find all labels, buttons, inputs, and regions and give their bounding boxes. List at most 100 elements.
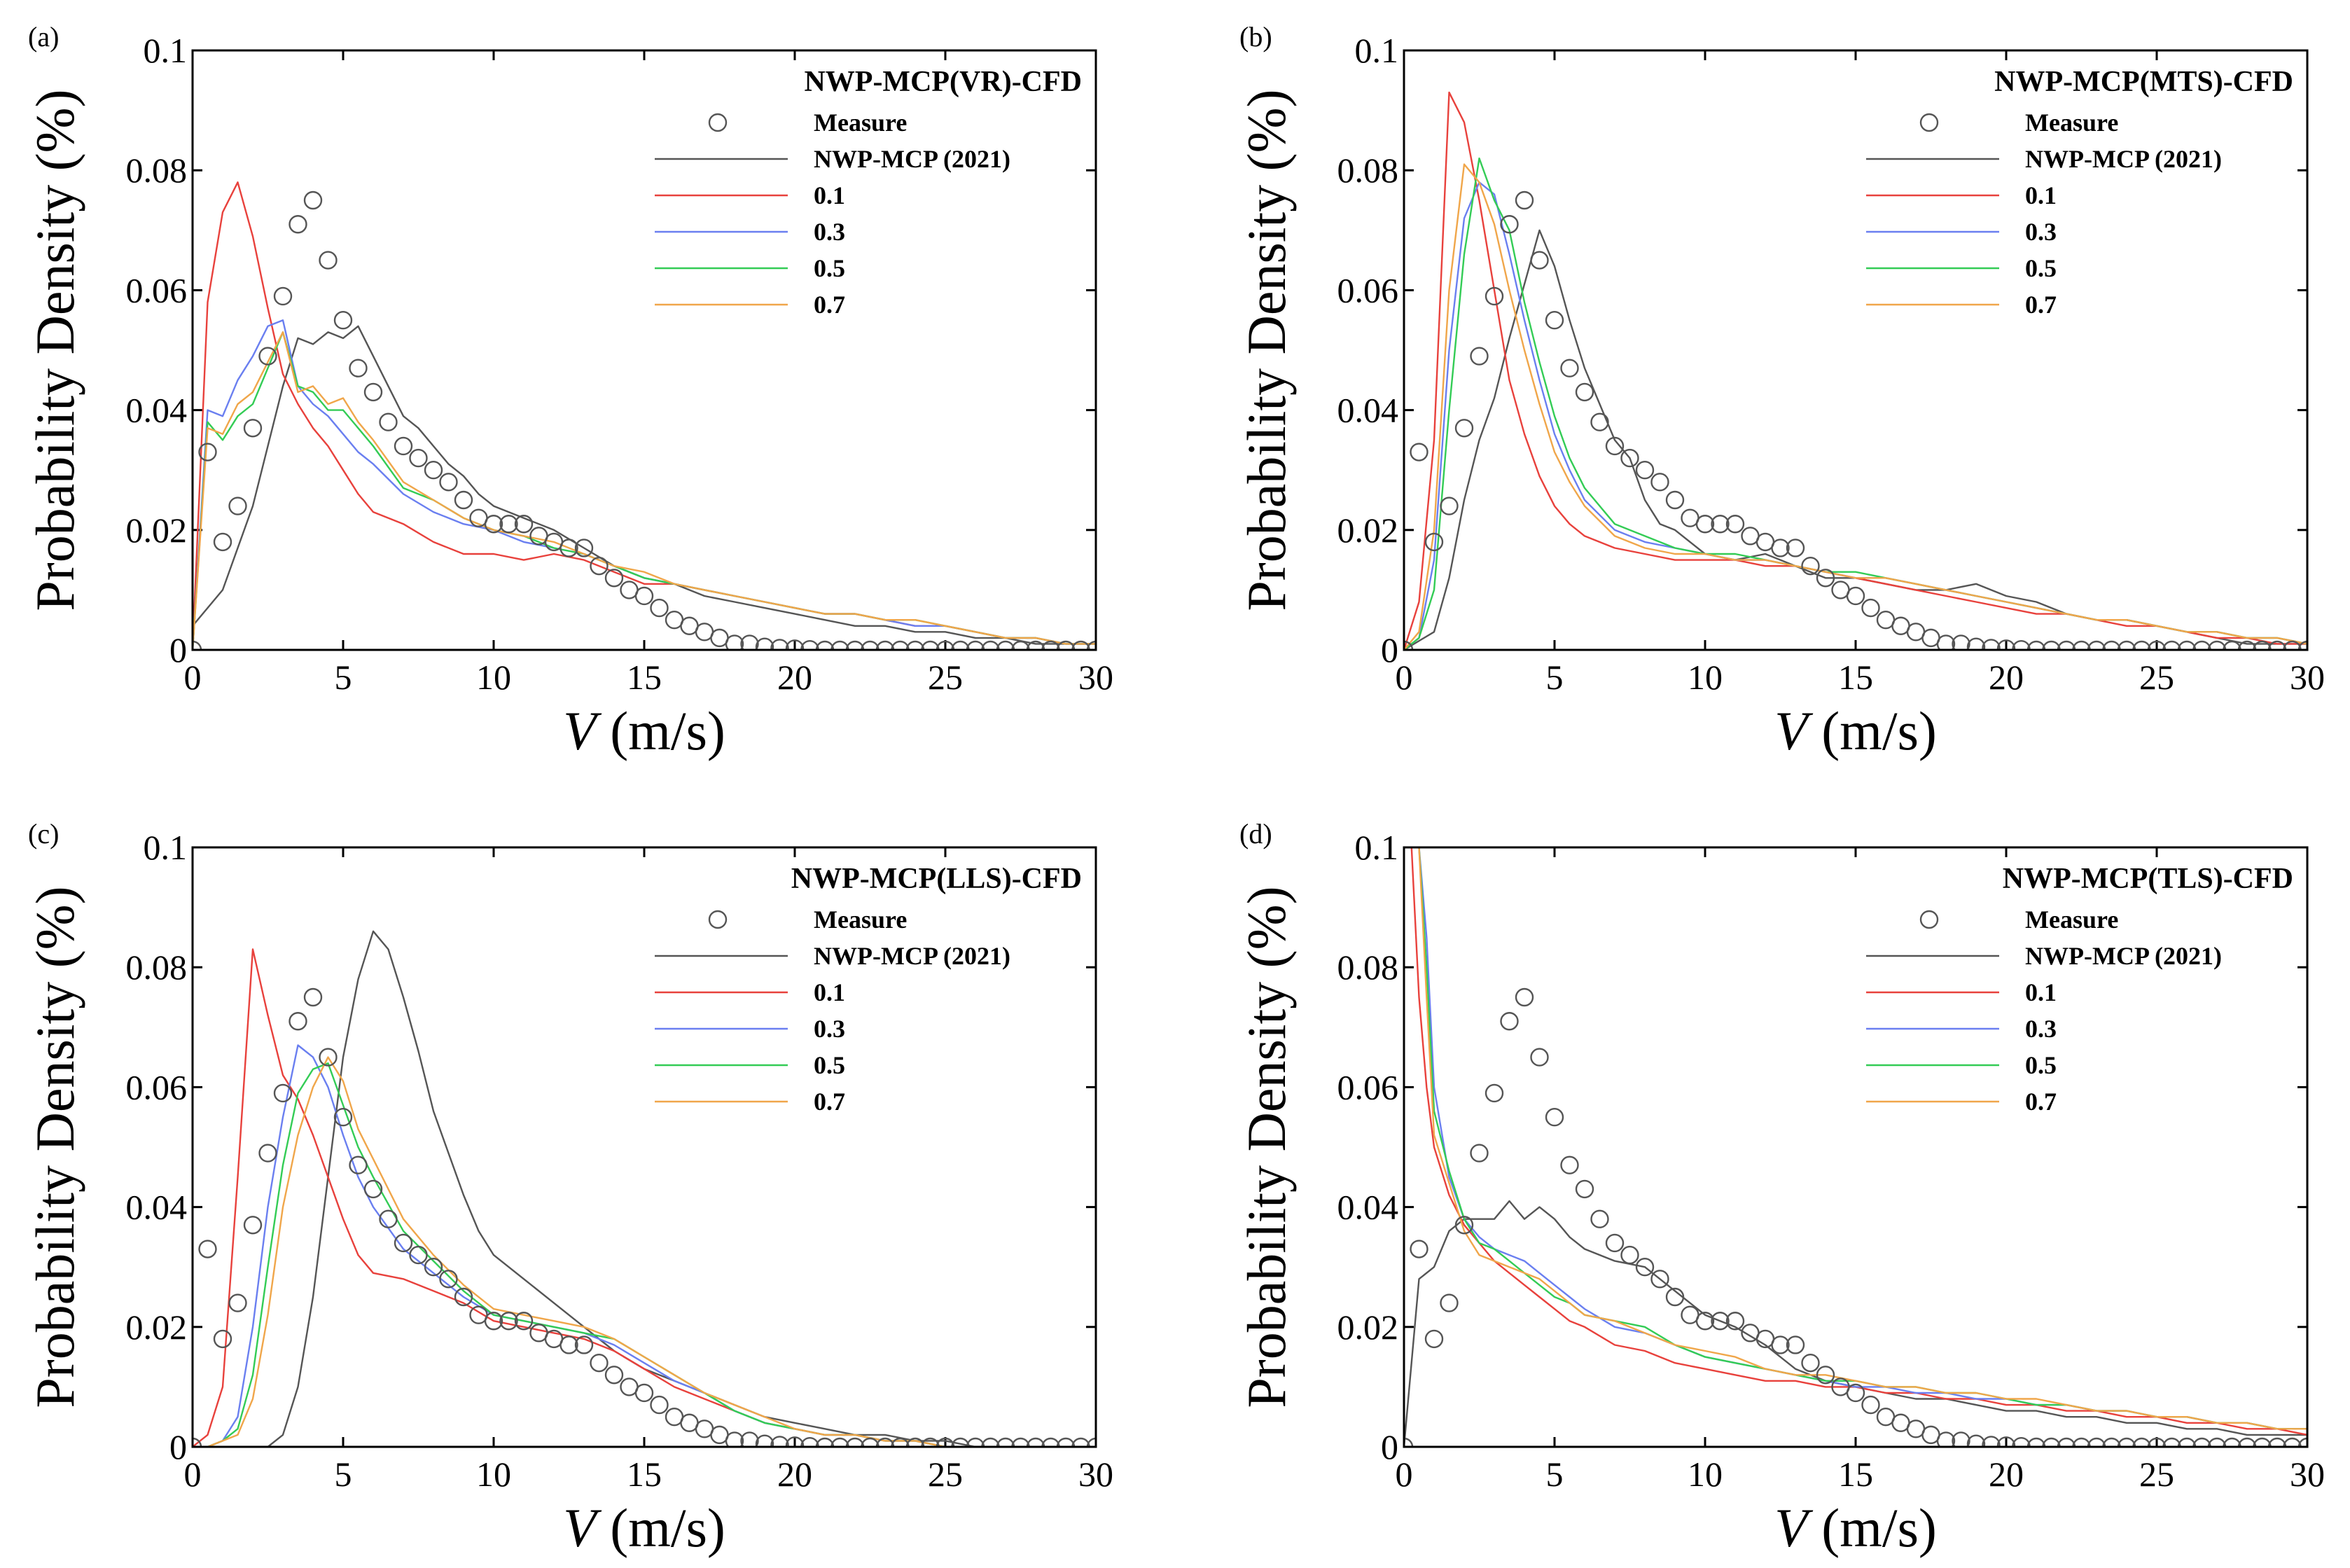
- legend-title: NWP-MCP(VR)-CFD: [804, 66, 1082, 98]
- measure-point: [1560, 1156, 1579, 1174]
- measure-point: [1545, 1107, 1564, 1127]
- measure-point: [1424, 532, 1444, 552]
- panel-label: (c): [28, 818, 59, 849]
- x-tick-label: 5: [1546, 658, 1564, 697]
- x-tick-label: 5: [335, 1455, 352, 1494]
- measure-point: [2283, 1437, 2302, 1447]
- series-line-nwp-mcp-2021-: [193, 325, 1096, 645]
- measure-point: [2026, 1437, 2046, 1447]
- plot-frame: [191, 846, 1097, 1448]
- measure-point: [770, 639, 789, 650]
- measure-point: [394, 1233, 413, 1253]
- series-line-0-5: [1418, 847, 2307, 1430]
- measure-point: [2042, 1437, 2061, 1447]
- measure-point: [1500, 215, 1519, 234]
- measure-point: [1816, 569, 1835, 588]
- legend-label: Measure: [814, 109, 907, 137]
- measure-point: [905, 1437, 925, 1447]
- y-tick-label: 0.02: [1337, 1307, 1399, 1347]
- y-axis-label: Probability Density (%): [25, 89, 85, 611]
- legend-label: 0.1: [814, 181, 845, 209]
- chart-panel: (a) 0 5 10 15 20 25 30 0 0.02 0.04 0.06 0.08 0.1 V (m/…: [25, 21, 1113, 761]
- y-tick-label: 0.02: [1337, 511, 1399, 550]
- measure-point: [1801, 1353, 1820, 1373]
- measure-point: [288, 1012, 307, 1031]
- measure-point: [2207, 640, 2227, 650]
- x-axis-unit: (m/s): [1808, 1497, 1937, 1558]
- measure-point: [770, 1436, 789, 1447]
- panel-label: (b): [1239, 21, 1272, 53]
- measure-point: [1470, 347, 1489, 366]
- measure-point: [966, 640, 985, 650]
- measure-point: [2117, 1437, 2136, 1447]
- measure-point: [1846, 586, 1865, 606]
- legend-label: 0.3: [2025, 218, 2057, 246]
- measure-point: [1485, 286, 1504, 306]
- measure-point: [2132, 1437, 2151, 1447]
- legend-label: 0.7: [2025, 1088, 2057, 1116]
- x-tick-label: 10: [476, 658, 511, 697]
- measure-point: [424, 1257, 443, 1277]
- measure-point: [454, 1287, 473, 1307]
- measure-point: [439, 473, 458, 492]
- measure-point: [1575, 382, 1594, 402]
- measure-point: [363, 1179, 383, 1199]
- y-tick-label: 0: [1381, 1427, 1398, 1466]
- x-tick-label: 30: [1078, 658, 1113, 697]
- legend-label: 0.1: [2025, 978, 2057, 1006]
- measure-point: [303, 987, 323, 1007]
- measure-point: [2267, 1437, 2287, 1447]
- measure-point: [499, 515, 518, 534]
- measure-point: [830, 1437, 849, 1447]
- measure-point: [1620, 448, 1639, 468]
- chart-panel: (d) 0 5 10 15 20 25 30 0 0.02 0.04 0.06 0.08 0.1 V (m/…: [1236, 818, 2325, 1558]
- measure-point: [1771, 1335, 1790, 1354]
- legend-label: 0.7: [814, 291, 845, 319]
- x-tick-label: 15: [1838, 1455, 1873, 1494]
- x-tick-label: 5: [1546, 1455, 1564, 1494]
- x-tick-label: 30: [1078, 1455, 1113, 1494]
- series-line-0-3: [1418, 847, 2307, 1430]
- x-tick-label: 20: [1989, 658, 2024, 697]
- y-tick-label: 0.06: [1337, 1067, 1399, 1106]
- legend-label: Measure: [2025, 109, 2118, 137]
- measure-point: [1605, 436, 1625, 456]
- measure-point: [951, 1437, 970, 1447]
- x-tick-label: 30: [2290, 658, 2325, 697]
- measure-point: [1620, 1245, 1639, 1265]
- measure-point: [1605, 1233, 1625, 1253]
- y-tick-label: 0.08: [126, 948, 188, 987]
- x-tick-label: 20: [777, 658, 812, 697]
- measure-point: [1665, 1287, 1685, 1307]
- measure-point: [634, 1383, 654, 1403]
- measure-point: [1056, 640, 1076, 650]
- measure-point: [228, 1293, 247, 1312]
- measure-point: [875, 640, 895, 650]
- measure-point: [514, 515, 534, 534]
- measure-point: [1650, 473, 1669, 492]
- x-axis-variable: V: [1774, 1497, 1814, 1558]
- legend-label: NWP-MCP (2021): [2025, 942, 2222, 970]
- measure-point: [574, 539, 594, 557]
- measure-point: [905, 640, 925, 650]
- measure-point: [213, 1329, 232, 1349]
- measure-point: [891, 640, 910, 650]
- x-axis-variable: V: [563, 1497, 602, 1558]
- measure-point: [1635, 461, 1655, 480]
- x-axis-label: V (m/s): [563, 700, 725, 761]
- x-tick-label: 25: [2139, 658, 2174, 697]
- measure-point: [1530, 251, 1549, 270]
- series-line-0-1: [1404, 91, 2307, 650]
- measure-point: [2192, 1437, 2211, 1447]
- measure-point: [921, 640, 940, 650]
- y-tick-label: 0.06: [126, 270, 188, 310]
- legend-title: NWP-MCP(MTS)-CFD: [1994, 66, 2293, 98]
- legend-title: NWP-MCP(LLS)-CFD: [791, 863, 1082, 895]
- y-axis-label: Probability Density (%): [1236, 886, 1297, 1408]
- measure-point: [559, 539, 578, 557]
- measure-point: [815, 640, 835, 650]
- series-line-0-1: [193, 948, 1096, 1447]
- measure-point: [1454, 419, 1474, 438]
- measure-point: [1982, 639, 2001, 650]
- y-tick-label: 0.1: [1355, 828, 1399, 867]
